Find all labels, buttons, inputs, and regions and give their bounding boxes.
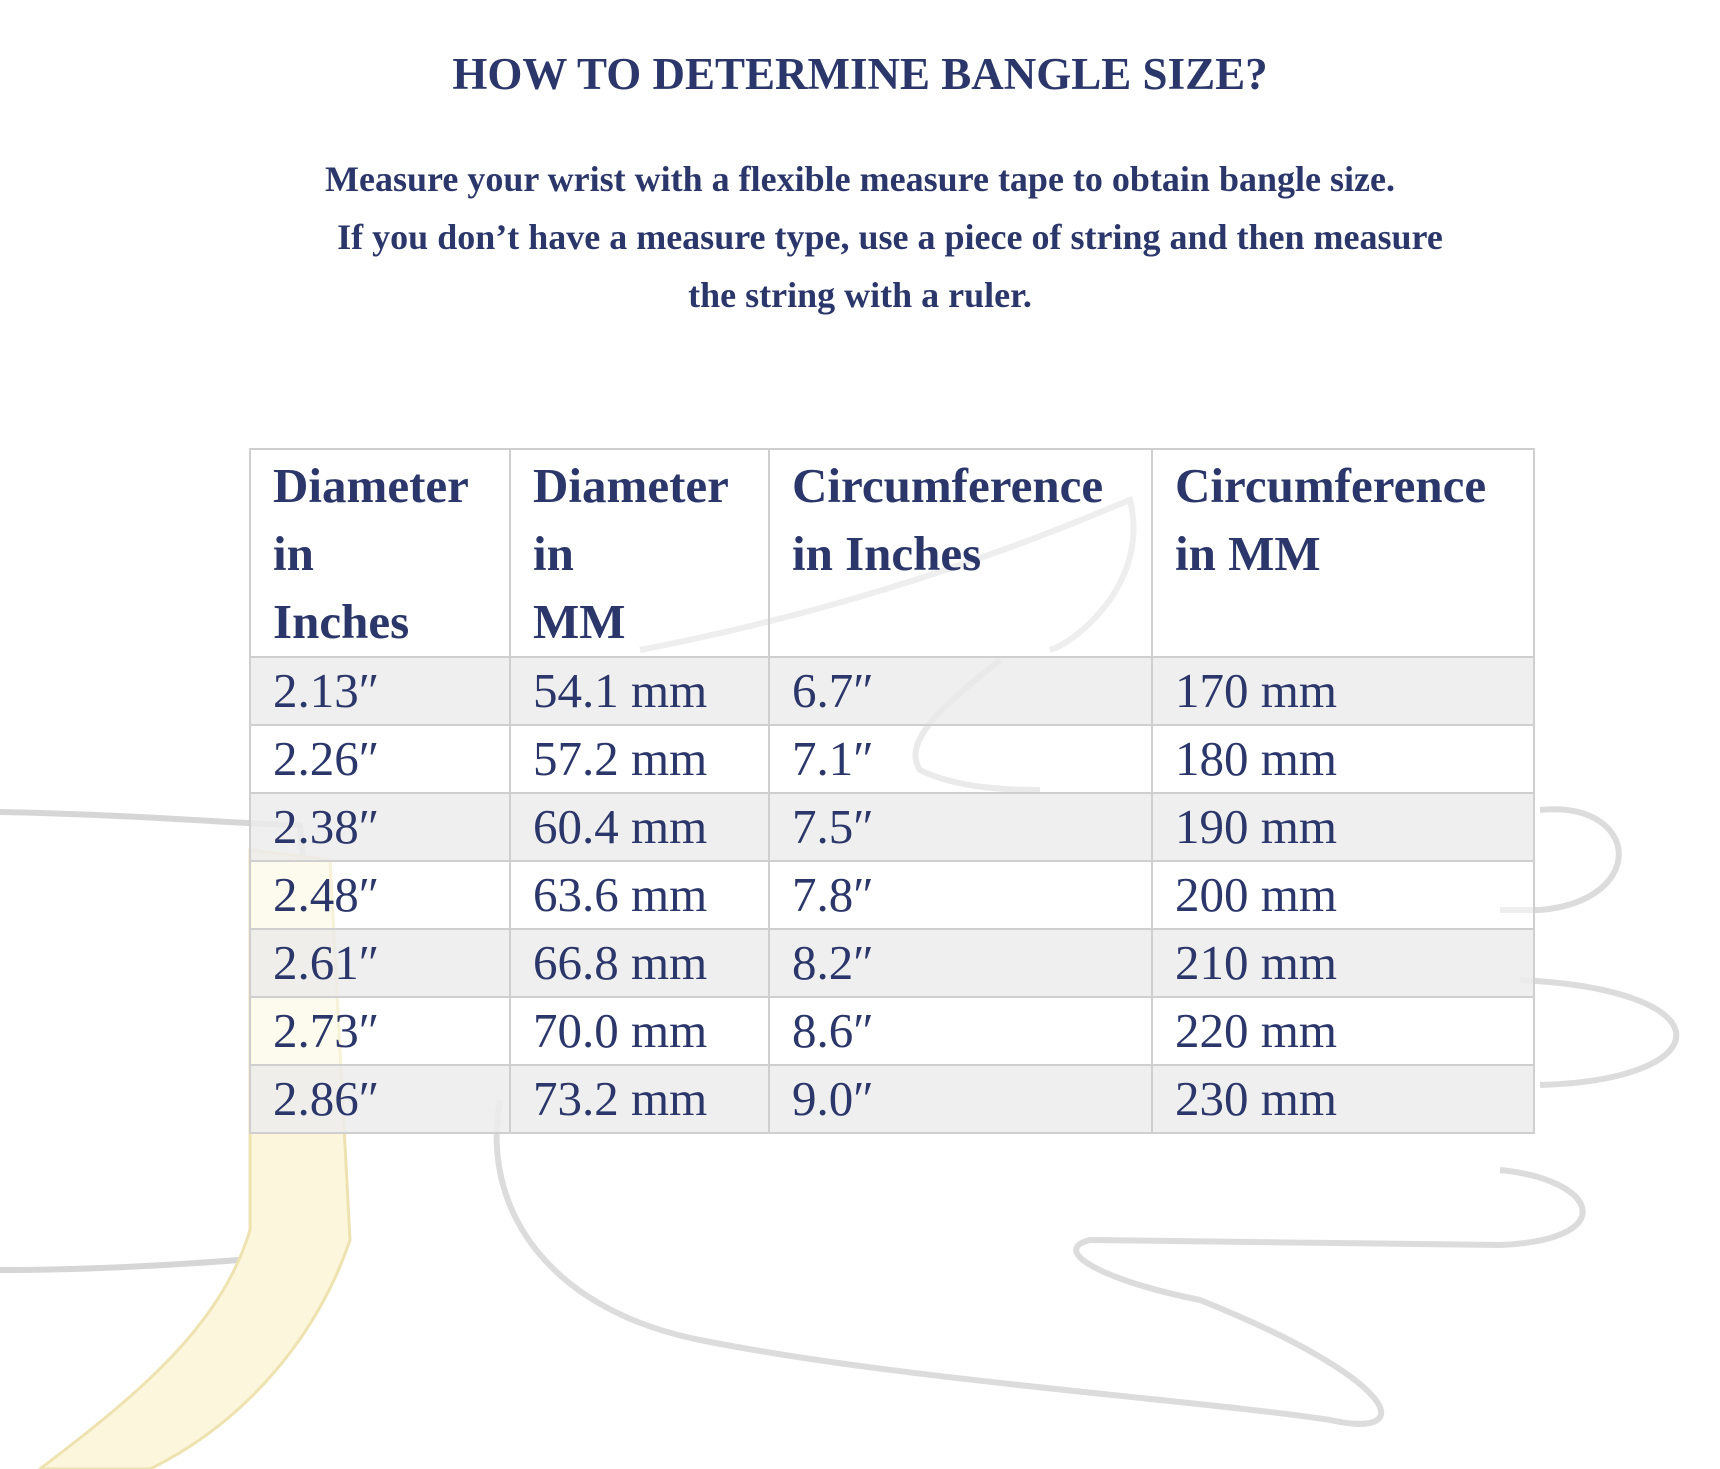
table-cell: 170 mm xyxy=(1151,656,1535,726)
table-cell: 7.5″ xyxy=(768,792,1153,862)
table-cell: 2.26″ xyxy=(249,724,511,794)
table-row: 2.86″ 73.2 mm 9.0″ 230 mm xyxy=(249,1064,1535,1134)
table-cell: 2.38″ xyxy=(249,792,511,862)
header-line: in MM xyxy=(1175,526,1321,581)
table-row: 2.13″ 54.1 mm 6.7″ 170 mm xyxy=(249,656,1535,726)
table-cell: 9.0″ xyxy=(768,1064,1153,1134)
intro-line: the string with a ruler. xyxy=(688,275,1032,315)
table-row: 2.26″ 57.2 mm 7.1″ 180 mm xyxy=(249,724,1535,794)
intro-line: Measure your wrist with a flexible measu… xyxy=(325,159,1395,199)
table-row: 2.38″ 60.4 mm 7.5″ 190 mm xyxy=(249,792,1535,862)
table-row: 2.48″ 63.6 mm 7.8″ 200 mm xyxy=(249,860,1535,930)
header-line: in xyxy=(533,526,574,581)
header-line: MM xyxy=(533,594,626,649)
table-cell: 2.13″ xyxy=(249,656,511,726)
table-cell: 7.1″ xyxy=(768,724,1153,794)
table-cell: 57.2 mm xyxy=(509,724,770,794)
table-cell: 210 mm xyxy=(1151,928,1535,998)
header-line: Inches xyxy=(273,594,410,649)
intro-line: If you don’t have a measure type, use a … xyxy=(337,217,1443,257)
header-line: Circumference xyxy=(1175,458,1487,513)
table-row: 2.61″ 66.8 mm 8.2″ 210 mm xyxy=(249,928,1535,998)
table-cell: 2.48″ xyxy=(249,860,511,930)
table-cell: 7.8″ xyxy=(768,860,1153,930)
table-cell: 8.6″ xyxy=(768,996,1153,1066)
intro: Measure your wrist with a flexible measu… xyxy=(0,150,1720,324)
column-header: Diameter in MM xyxy=(509,448,770,658)
header-line: Circumference xyxy=(792,458,1104,513)
table-cell: 190 mm xyxy=(1151,792,1535,862)
table-body: 2.13″ 54.1 mm 6.7″ 170 mm 2.26″ 57.2 mm 7.1″ 18… xyxy=(249,656,1535,1134)
table-cell: 73.2 mm xyxy=(509,1064,770,1134)
header-line: in xyxy=(273,526,314,581)
column-header: Circumference in MM xyxy=(1151,448,1535,658)
size-table: Diameter in Inches Diameter in MM Circumferenc… xyxy=(249,448,1535,1134)
table-cell: 54.1 mm xyxy=(509,656,770,726)
table-cell: 220 mm xyxy=(1151,996,1535,1066)
table-cell: 180 mm xyxy=(1151,724,1535,794)
table-cell: 6.7″ xyxy=(768,656,1153,726)
column-header: Circumference in Inches xyxy=(768,448,1153,658)
table-cell: 70.0 mm xyxy=(509,996,770,1066)
table-cell: 2.73″ xyxy=(249,996,511,1066)
table-row: 2.73″ 70.0 mm 8.6″ 220 mm xyxy=(249,996,1535,1066)
table-cell: 2.86″ xyxy=(249,1064,511,1134)
table-cell: 63.6 mm xyxy=(509,860,770,930)
header-line: in Inches xyxy=(792,526,982,581)
table-cell: 66.8 mm xyxy=(509,928,770,998)
table-cell: 230 mm xyxy=(1151,1064,1535,1134)
title: HOW TO DETERMINE BANGLE SIZE? xyxy=(452,49,1268,99)
table-cell: 200 mm xyxy=(1151,860,1535,930)
table-cell: 60.4 mm xyxy=(509,792,770,862)
header-line: Diameter xyxy=(273,458,469,513)
table-cell: 8.2″ xyxy=(768,928,1153,998)
table-cell: 2.61″ xyxy=(249,928,511,998)
header-row: Diameter in Inches Diameter in MM Circumferenc… xyxy=(249,448,1535,658)
column-header: Diameter in Inches xyxy=(249,448,511,658)
header-line: Diameter xyxy=(533,458,729,513)
